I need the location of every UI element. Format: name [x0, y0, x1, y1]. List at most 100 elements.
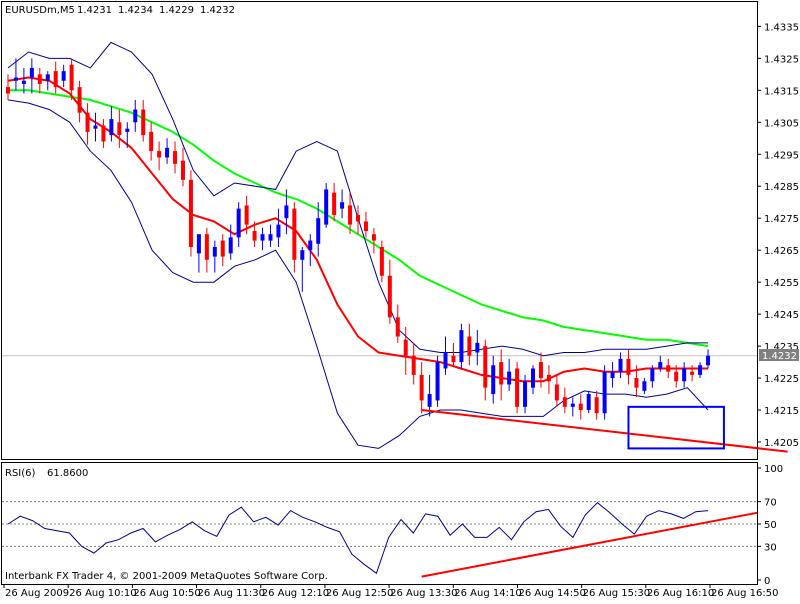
rsi-trendline [421, 511, 758, 578]
candle [419, 362, 424, 414]
candle [5, 74, 10, 100]
candle [467, 323, 472, 366]
ma-slow-line [8, 89, 709, 348]
candle-body [125, 128, 130, 132]
rsi-tick-label: 30 [764, 542, 777, 553]
candle [499, 349, 504, 401]
candle-body [419, 374, 424, 401]
candle-body [618, 358, 623, 372]
price-tick-label: 1.4305 [764, 118, 799, 129]
candle [531, 365, 536, 395]
candle-body [340, 202, 345, 209]
candle-body [650, 368, 655, 382]
candle-body [117, 122, 122, 136]
price-tick-label: 1.4215 [764, 406, 799, 417]
candle-body [101, 125, 106, 142]
candle-body [284, 205, 289, 219]
candle-body [491, 365, 496, 395]
candle [165, 138, 170, 164]
candle-body [13, 77, 18, 81]
candle [642, 378, 647, 395]
rsi-indicator-value: 61.8600 [47, 468, 88, 479]
candle-body [45, 74, 50, 81]
candle-body [459, 330, 464, 363]
candle-body [435, 362, 440, 401]
candle [451, 342, 456, 366]
candle [674, 365, 679, 388]
price-tick-label: 1.4285 [764, 182, 799, 193]
candle [387, 259, 392, 324]
candle [626, 349, 631, 385]
candle [610, 362, 615, 388]
candle [37, 67, 42, 94]
price-tick-label: 1.4315 [764, 86, 799, 97]
candle [395, 304, 400, 343]
candle-body [53, 71, 58, 88]
candle [308, 234, 313, 267]
candle [650, 365, 655, 388]
candle-body [356, 215, 360, 222]
candle-body [252, 231, 257, 241]
rsi-tick-label: 70 [764, 498, 777, 509]
candle-body [594, 397, 599, 414]
candle [427, 374, 432, 417]
candle [324, 183, 329, 228]
symbol-label: EURUSDm,M5 [5, 5, 75, 16]
candle [363, 211, 368, 238]
candle-body [538, 362, 543, 379]
candle [117, 109, 122, 148]
candle-body [610, 371, 615, 379]
candle [578, 394, 583, 420]
candle [698, 362, 703, 379]
candle [475, 330, 480, 366]
candle-body [570, 403, 575, 407]
candle-body [690, 371, 695, 375]
time-tick-label: 26 Aug 16:50 [711, 588, 778, 599]
candle [300, 246, 305, 292]
candle-body [69, 64, 74, 91]
candle-body [204, 234, 209, 260]
candle [507, 358, 512, 391]
candle-body [93, 125, 98, 129]
candle [45, 71, 50, 91]
time-tick-label: 26 Aug 12:10 [262, 588, 329, 599]
rsi-tick-label: 100 [764, 464, 783, 475]
candle [228, 224, 233, 260]
candle [515, 362, 520, 414]
candle [292, 202, 297, 273]
candle [133, 99, 138, 132]
time-tick-label: 26 Aug 10:50 [133, 588, 200, 599]
candle [284, 189, 289, 235]
time-tick-label: 26 Aug 16:10 [647, 588, 714, 599]
candle [554, 374, 559, 407]
candle [594, 390, 599, 420]
candle [435, 355, 440, 407]
candle [85, 103, 90, 145]
candle [77, 80, 82, 123]
time-tick-label: 26 Aug 14:50 [518, 588, 585, 599]
rsi-indicator-name: RSI(6) [5, 468, 36, 479]
candle-body [363, 221, 368, 231]
candle [180, 147, 185, 187]
price-layer [2, 41, 788, 453]
candle [340, 189, 345, 219]
candle [682, 362, 687, 388]
candle [125, 122, 130, 148]
candle-body [228, 237, 233, 254]
candle-body [268, 234, 273, 241]
candle-body [523, 381, 528, 407]
price-tick-label: 1.4325 [764, 54, 799, 65]
candle [244, 195, 249, 235]
candle-body [507, 371, 512, 385]
candle [443, 336, 448, 375]
candle-body [61, 71, 66, 81]
current-price-label: 1.4232 [762, 351, 797, 362]
candle [546, 365, 551, 395]
ohlc-low: 1.4229 [159, 5, 194, 16]
candle-body [77, 87, 82, 113]
price-trendline [421, 409, 788, 453]
ohlc-high: 1.4234 [118, 5, 153, 16]
ohlc-close: 1.4232 [200, 5, 235, 16]
candle-body [682, 368, 687, 382]
candle-body [324, 189, 329, 225]
